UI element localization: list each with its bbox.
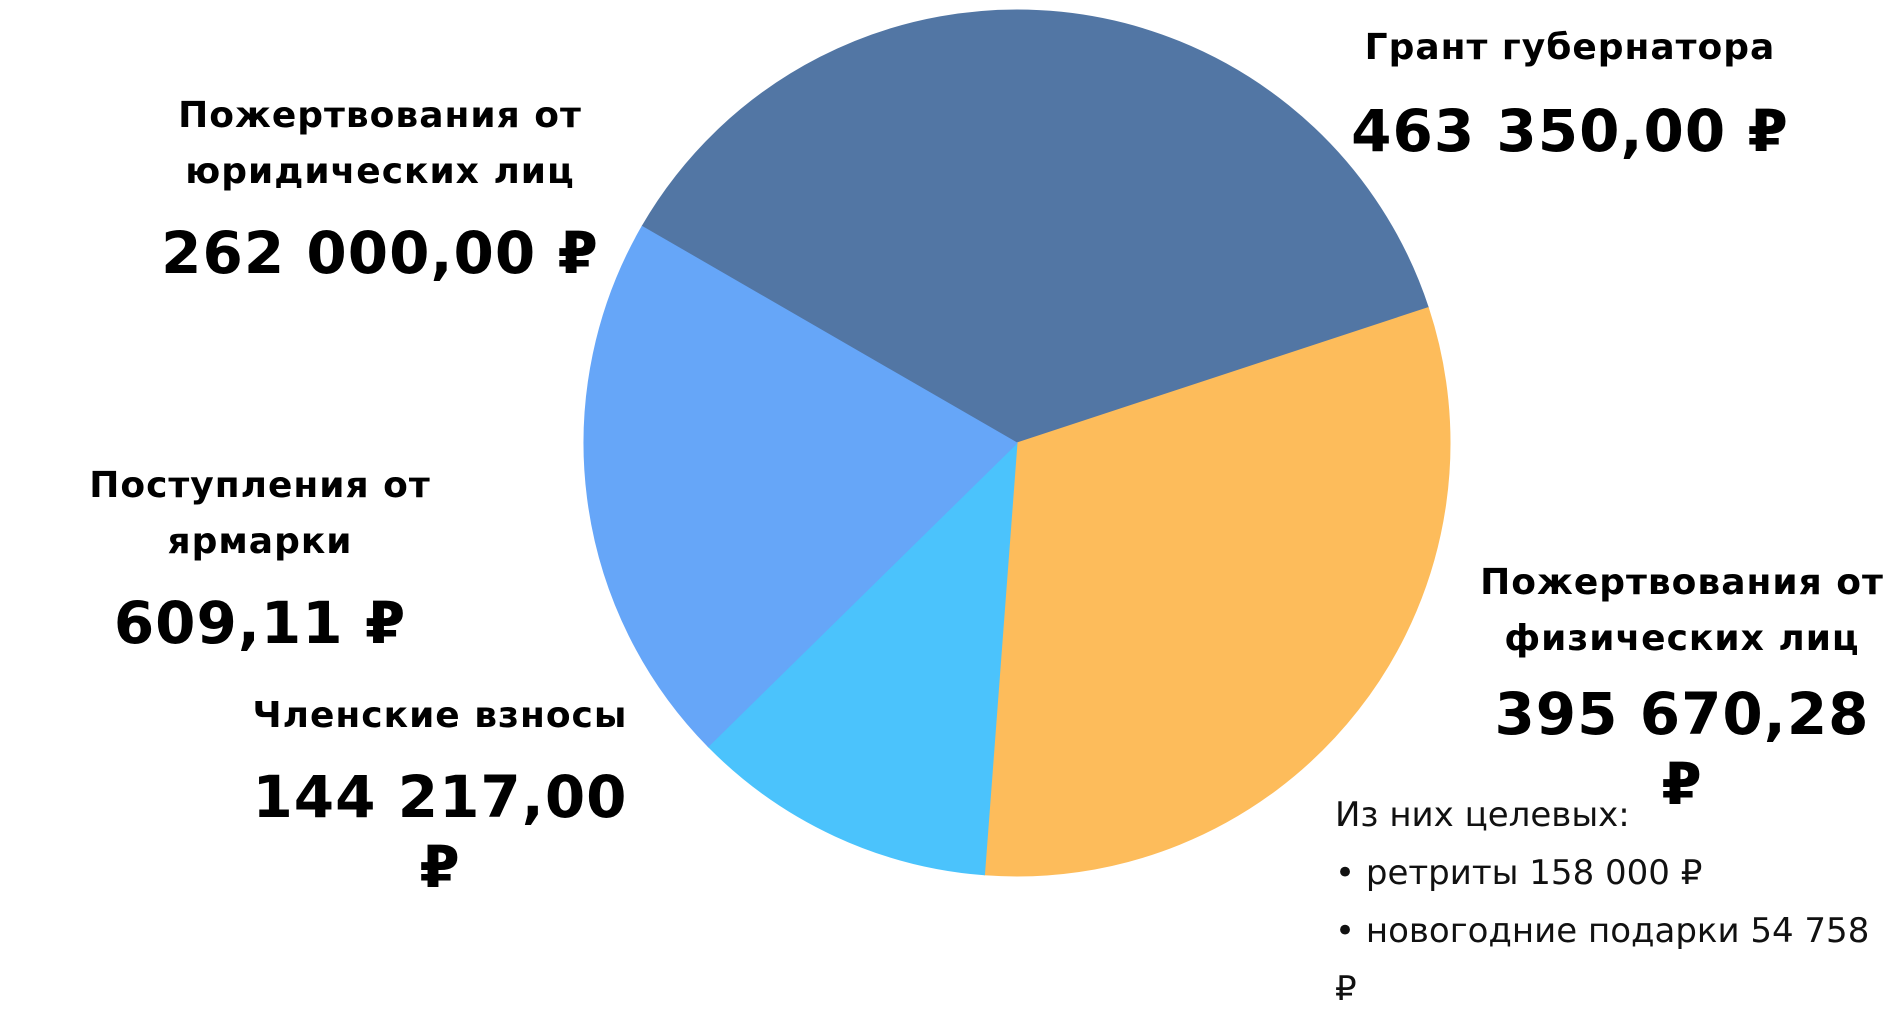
label-legal-name-1: Пожертвования от	[178, 95, 582, 136]
pie-slice	[983, 307, 1451, 877]
label-grant-name: Грант губернатора	[1364, 27, 1776, 68]
pie-slice	[708, 441, 1018, 876]
label-individuals-value: 395 670,28 ₽	[1494, 680, 1870, 818]
label-fair: Поступления от ярмарки 609,11 ₽	[0, 458, 520, 658]
target-funds-heading: Из них целевых:	[1335, 795, 1630, 835]
label-fair-value: 609,11 ₽	[113, 589, 407, 657]
label-grant-value: 463 350,00 ₽	[1351, 97, 1789, 165]
label-members-name: Членские взносы	[252, 695, 628, 736]
pie-slice	[641, 9, 1429, 444]
label-members-value: 144 217,00 ₽	[252, 763, 628, 901]
target-funds-item: • новогодние подарки 54 758 ₽	[1335, 911, 1870, 1009]
label-fair-name: Поступления от ярмарки	[89, 465, 431, 562]
label-legal: Пожертвования от юридических лиц 262 000…	[160, 88, 600, 288]
target-funds-item: • ретриты 158 000 ₽	[1335, 853, 1703, 893]
pie-chart	[583, 9, 1451, 877]
label-individuals-name-2: физических лиц	[1504, 618, 1860, 659]
target-funds-note: Из них целевых: • ретриты 158 000 ₽ • но…	[1335, 786, 1894, 1018]
pie-slice	[583, 225, 1018, 748]
label-individuals: Пожертвования от физических лиц 395 670,…	[1470, 555, 1894, 819]
label-legal-value: 262 000,00 ₽	[161, 219, 599, 287]
label-legal-name-2: юридических лиц	[185, 151, 575, 192]
label-individuals-name-1: Пожертвования от	[1480, 562, 1884, 603]
label-members: Членские взносы 144 217,00 ₽	[245, 688, 635, 902]
label-grant: Грант губернатора 463 350,00 ₽	[1340, 20, 1800, 166]
